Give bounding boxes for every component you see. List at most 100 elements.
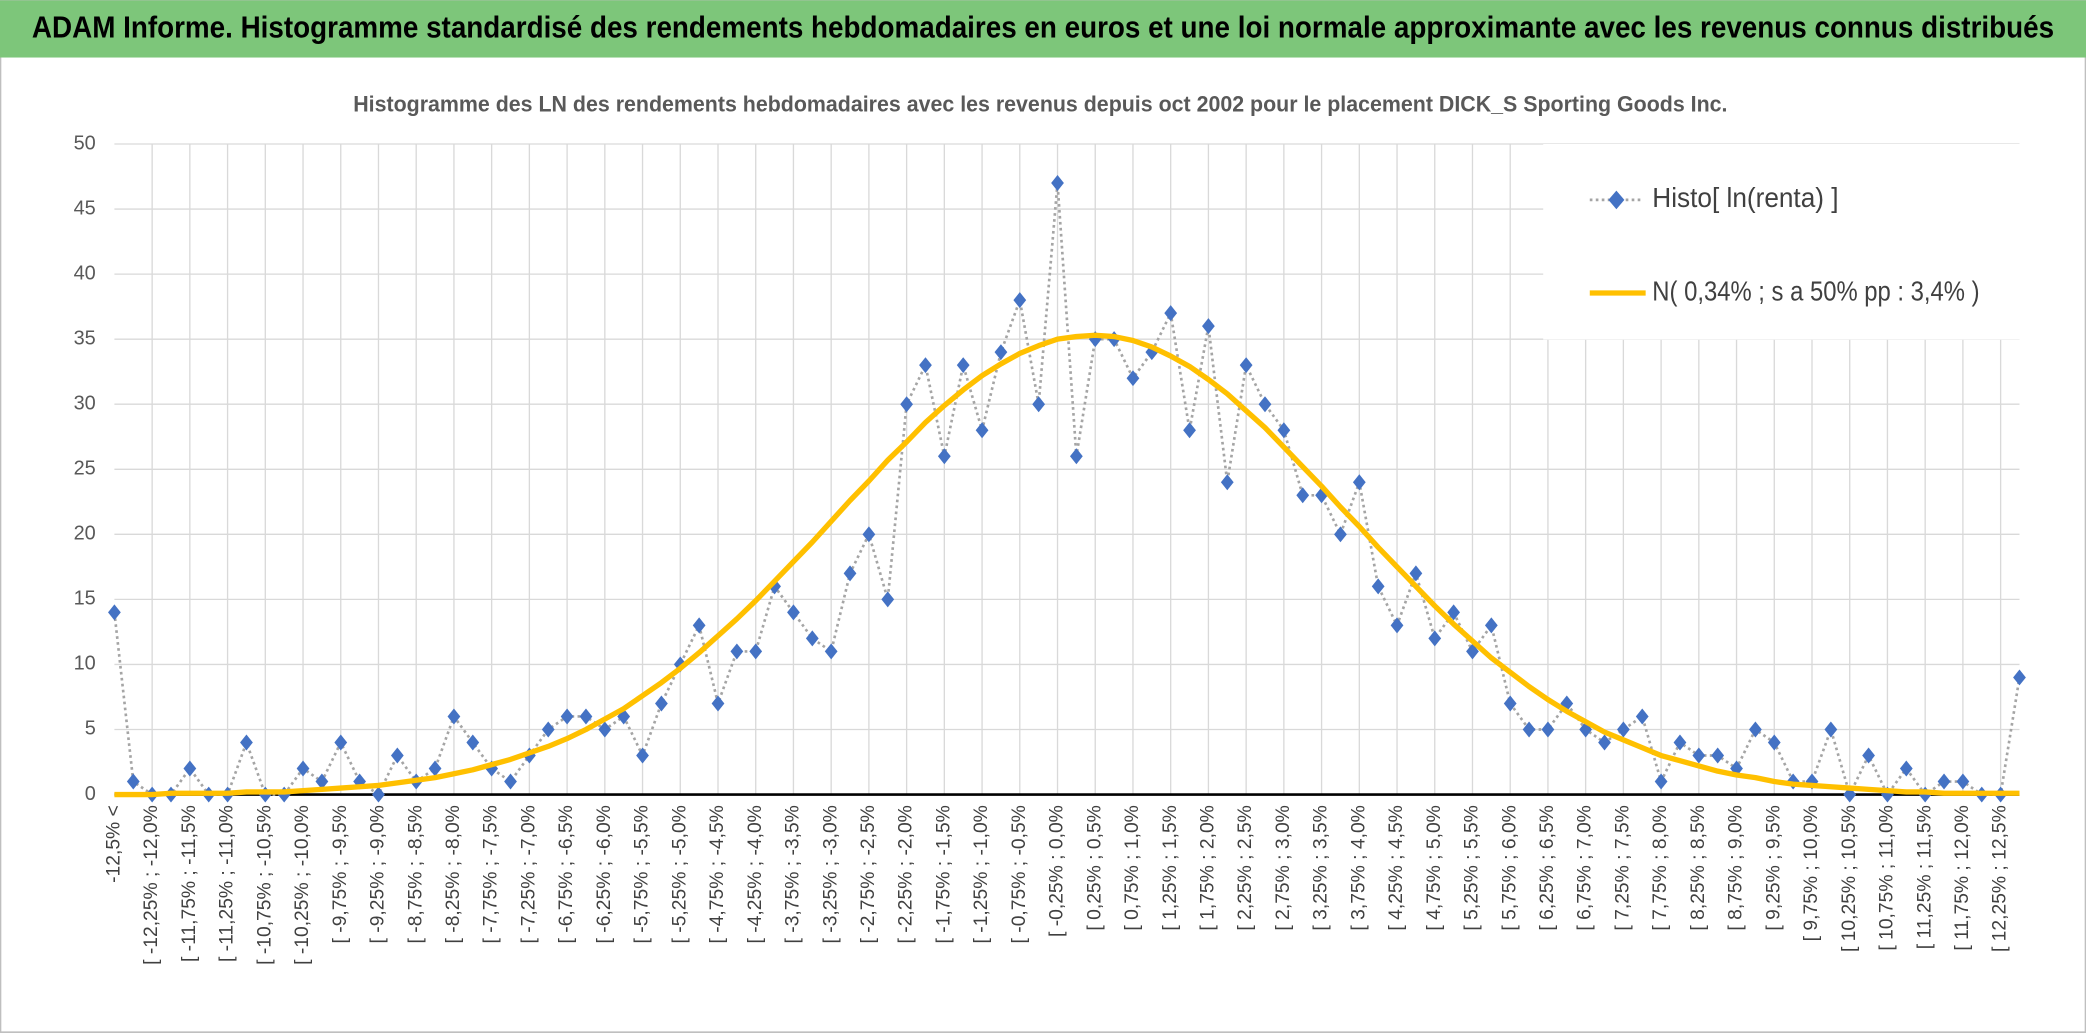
x-tick-label: [ -2,75% ; -2,5% (858, 805, 879, 943)
point (1126, 370, 1140, 387)
point (296, 760, 310, 777)
point (881, 591, 895, 608)
point (240, 734, 253, 751)
point (749, 643, 763, 660)
point (655, 695, 668, 712)
legend-box (1543, 144, 2020, 340)
point (1937, 773, 1951, 790)
x-tick-label: [ 10,25% ; 10,5% (1839, 805, 1860, 952)
point (1711, 747, 1725, 764)
x-tick-label: [ -5,75% ; -5,5% (632, 805, 653, 943)
x-tick-label: [ -12,25% ; -12,0% (141, 805, 162, 965)
point (1296, 487, 1310, 504)
x-tick-label: [ -0,25% ; 0,0% (1047, 805, 1068, 937)
point (1862, 747, 1875, 764)
point (126, 773, 140, 790)
x-tick-label: [ 9,75% ; 10,0% (1801, 805, 1822, 941)
point (1258, 396, 1272, 413)
point (1032, 396, 1046, 413)
x-tick-label: [ -10,25% ; -10,0% (292, 805, 313, 965)
point (1654, 773, 1668, 790)
point (1220, 474, 1234, 491)
point (315, 773, 329, 790)
point (1598, 734, 1611, 751)
x-tick-label: [ 2,25% ; 2,5% (1235, 805, 1256, 930)
point (617, 708, 631, 725)
x-tick-label: [ -1,75% ; -1,5% (933, 805, 954, 943)
point (730, 643, 744, 660)
point (975, 422, 989, 439)
point (1541, 721, 1555, 738)
point (1409, 565, 1423, 582)
legend-marker (1608, 190, 1625, 210)
y-tick-label: 50 (74, 132, 96, 154)
point (560, 708, 574, 725)
x-tick-label: [ -3,75% ; -3,5% (783, 805, 804, 943)
point (1522, 721, 1536, 738)
point (1371, 578, 1385, 595)
point (541, 721, 555, 738)
x-tick-label: [ 1,75% ; 2,0% (1198, 805, 1219, 930)
x-tick-label: [ -1,25% ; -1,0% (971, 805, 992, 943)
x-tick-label: [ -6,25% ; -6,0% (594, 805, 615, 943)
x-tick-label: [ 7,25% ; 7,5% (1612, 805, 1633, 930)
point (1239, 357, 1253, 374)
point (1956, 773, 1970, 790)
y-tick-label: 40 (74, 262, 96, 284)
normal-curve (114, 332, 2020, 798)
x-tick-label: [ 6,75% ; 7,0% (1575, 805, 1596, 930)
x-tick-label: [ -2,25% ; -2,0% (896, 805, 917, 943)
point (768, 578, 781, 595)
x-tick-label: [ 12,25% ; 12,5% (1990, 805, 2011, 952)
point (824, 643, 838, 660)
point (2013, 669, 2026, 686)
point (1824, 721, 1838, 738)
header-bar (0, 0, 2086, 58)
x-tick-label: [ -3,25% ; -3,0% (820, 805, 841, 943)
point (1277, 422, 1291, 439)
point (1749, 721, 1762, 738)
y-tick-label: 30 (74, 392, 96, 414)
point (1767, 734, 1781, 751)
point (937, 448, 951, 465)
x-tick-label: [ -9,75% ; -9,5% (330, 805, 351, 943)
point (1899, 760, 1913, 777)
x-tick-label: [ 4,25% ; 4,5% (1386, 805, 1407, 930)
point (787, 604, 800, 621)
y-tick-label: 45 (74, 197, 96, 219)
x-tick-label: [ 10,75% ; 11,0% (1877, 805, 1898, 950)
point (504, 773, 517, 790)
point (843, 565, 857, 582)
point (428, 760, 442, 777)
point (1447, 604, 1461, 621)
x-tick-label: [ 11,75% ; 12,0% (1952, 805, 1973, 950)
y-tick-label: 5 (85, 718, 96, 740)
point (900, 396, 914, 413)
point (1484, 617, 1498, 634)
point (692, 617, 706, 634)
point (1616, 721, 1630, 738)
x-tick-label: [ -7,25% ; -7,0% (518, 805, 539, 943)
point (862, 526, 876, 543)
legend-label: N( 0,34% ; s a 50% pp : 3,4% ) (1652, 275, 1979, 306)
y-tick-label: 10 (74, 653, 96, 675)
header-title: ADAM Informe. Histogramme standardisé de… (32, 11, 2054, 45)
point (1334, 526, 1347, 543)
x-tick-label: [ 11,25% ; 11,5% (1914, 805, 1935, 949)
x-tick-label: [ -4,25% ; -4,0% (745, 805, 766, 943)
x-tick-label: [ -9,25% ; -9,0% (368, 805, 389, 943)
point (334, 734, 348, 751)
point (466, 734, 480, 751)
x-tick-label: [ 9,25% ; 9,5% (1763, 805, 1784, 930)
point (447, 708, 461, 725)
x-tick-label: [ 3,25% ; 3,5% (1311, 805, 1332, 930)
point (1428, 630, 1442, 647)
point (372, 786, 385, 803)
x-tick-label: [ 2,75% ; 3,0% (1273, 805, 1294, 930)
x-tick-label: [ 5,25% ; 5,5% (1462, 805, 1483, 930)
point (598, 721, 612, 738)
point (579, 708, 593, 725)
x-tick-label: [ 3,75% ; 4,0% (1348, 805, 1369, 930)
point (1352, 474, 1366, 491)
